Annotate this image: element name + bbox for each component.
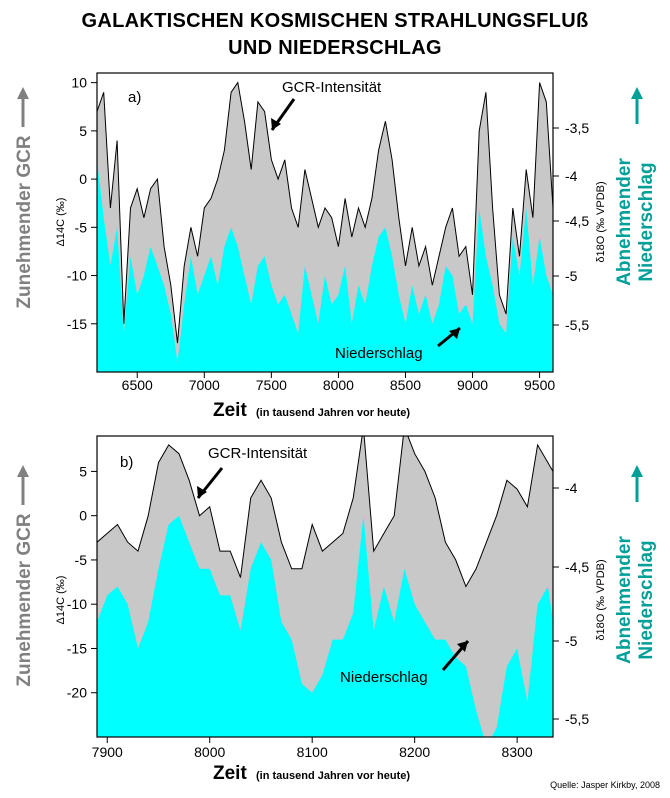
y-tick-label: -10 [67, 268, 87, 284]
annotation-gcr: GCR-Intensität [282, 79, 382, 96]
y2-axis-label: δ18O (‰ VPDB) [595, 559, 607, 640]
y-tick-label: 5 [79, 123, 87, 139]
panel-label: b) [120, 454, 133, 471]
x-tick-label: 8000 [194, 744, 225, 760]
chart-title-line2: UND NIEDERSCHLAG [228, 37, 442, 59]
y2-axis-side-label-1: Abnehmender [614, 536, 635, 664]
series-precip-area [97, 159, 553, 372]
x-axis-note: (in tausend Jahren vor heute) [256, 407, 410, 419]
y2-tick-label: -5 [565, 268, 578, 284]
x-tick-label: 9500 [524, 377, 555, 393]
source-note: Quelle: Jasper Kirkby, 2008 [550, 780, 660, 790]
arrowhead [271, 118, 281, 130]
y-axis-side-label: Zunehmender GCR [14, 135, 35, 308]
y2-axis-side-label-2: Niederschlag [636, 540, 657, 659]
y-axis-side-label: Zunehmender GCR [14, 513, 35, 686]
y2-tick-label: -5,5 [565, 711, 589, 727]
y-tick-label: -10 [67, 596, 87, 612]
arrowhead [17, 465, 29, 477]
y-tick-label: -15 [67, 640, 87, 656]
annotation-precip: Niederschlag [335, 345, 423, 362]
y2-axis-side-label-1: Abnehmender [614, 158, 635, 286]
arrowhead [17, 87, 29, 99]
y2-tick-label: -4,5 [565, 213, 589, 229]
y-tick-label: -15 [67, 316, 87, 332]
y-tick-label: 5 [79, 463, 87, 479]
x-tick-label: 8100 [297, 744, 328, 760]
x-tick-label: 8000 [323, 377, 354, 393]
y2-tick-label: -5 [565, 633, 578, 649]
x-axis-label: Zeit [213, 763, 247, 784]
chart-title-line1: GALAKTISCHEN KOSMISCHEN STRAHLUNGSFLUß [81, 10, 589, 32]
series-precip-area [97, 515, 553, 737]
y2-tick-label: -4,5 [565, 559, 589, 575]
y2-tick-label: -5,5 [565, 317, 589, 333]
annotation-precip: Niederschlag [340, 669, 428, 686]
arrowhead [631, 87, 643, 99]
y2-tick-label: -4 [565, 168, 578, 184]
plot-frame [96, 72, 554, 373]
y-tick-label: 0 [79, 508, 87, 524]
y-tick-label: 10 [71, 75, 87, 91]
y2-tick-label: -4 [565, 480, 578, 496]
y-tick-label: -20 [67, 685, 87, 701]
arrowhead [449, 328, 460, 339]
panel-a: 6500 7000 7500 8000 8500 9000 9500 -15 -10 -5 0 5 10… [14, 72, 657, 421]
x-tick-label: 7000 [189, 377, 220, 393]
plot-frame [96, 435, 554, 738]
x-tick-label: 6500 [122, 377, 153, 393]
x-tick-label: 7500 [256, 377, 287, 393]
y-axis-label: Δ14C (‰) [55, 576, 67, 625]
x-tick-label: 9000 [457, 377, 488, 393]
y-tick-label: 0 [79, 171, 87, 187]
panel-label: a) [128, 89, 141, 106]
x-tick-label: 8300 [502, 744, 533, 760]
arrowhead [631, 465, 643, 477]
y-tick-label: -5 [75, 552, 88, 568]
x-tick-label: 8500 [390, 377, 421, 393]
x-axis-note: (in tausend Jahren vor heute) [256, 770, 410, 782]
panel-b: 7900 8000 8100 8200 8300 -20 -15 -10 -5 0 5 -4 -4,5 -… [14, 435, 657, 784]
x-tick-label: 7900 [92, 744, 123, 760]
annotation-gcr: GCR-Intensität [208, 445, 308, 462]
y2-tick-label: -3,5 [565, 120, 589, 136]
x-axis-label: Zeit [213, 400, 247, 421]
arrowhead [197, 486, 207, 498]
arrowhead [457, 641, 468, 652]
y2-axis-side-label-2: Niederschlag [636, 162, 657, 281]
y2-axis-label: δ18O (‰ VPDB) [595, 181, 607, 262]
y-axis-label: Δ14C (‰) [55, 198, 67, 247]
y-tick-label: -5 [75, 219, 88, 235]
x-tick-label: 8200 [399, 744, 430, 760]
